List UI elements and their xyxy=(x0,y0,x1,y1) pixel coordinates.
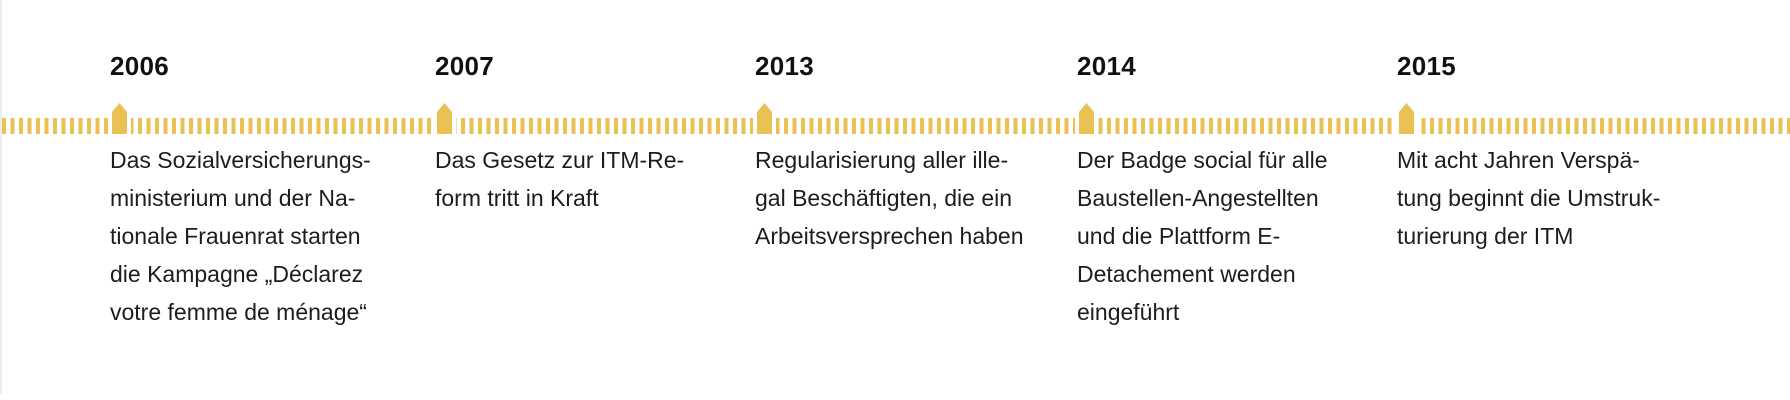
year-marker-icon xyxy=(1079,103,1094,134)
event-description: Der Badge social für alle Baustellen-Ang… xyxy=(1077,147,1328,325)
event-description: Das Sozialversicherungs- ministerium und… xyxy=(110,147,371,325)
year-marker-icon xyxy=(1399,103,1414,134)
event-description: Mit acht Jahren Verspä- tung beginnt die… xyxy=(1397,147,1661,249)
timeline-entry-2007: 2007 Das Gesetz zur ITM-Re- form tritt i… xyxy=(433,0,735,400)
year-label: 2015 xyxy=(1397,51,1457,81)
event-description: Regularisierung aller ille- gal Beschäft… xyxy=(755,147,1024,249)
timeline-entry-2015: 2015 Mit acht Jahren Verspä- tung beginn… xyxy=(1395,0,1697,400)
year-marker-icon xyxy=(437,103,452,134)
year-label: 2014 xyxy=(1077,51,1137,81)
event-description: Das Gesetz zur ITM-Re- form tritt in Kra… xyxy=(435,147,685,211)
left-page-border xyxy=(0,0,2,394)
year-label: 2007 xyxy=(435,51,495,81)
year-label: 2006 xyxy=(110,51,170,81)
year-marker-icon xyxy=(757,103,772,134)
year-marker-icon xyxy=(112,103,127,134)
timeline-entry-2013: 2013 Regularisierung aller ille- gal Bes… xyxy=(753,0,1055,400)
year-label: 2013 xyxy=(755,51,815,81)
timeline-entry-2006: 2006 Das Sozialversicherungs- ministeriu… xyxy=(108,0,410,400)
timeline-entry-2014: 2014 Der Badge social für alle Baustelle… xyxy=(1075,0,1377,400)
